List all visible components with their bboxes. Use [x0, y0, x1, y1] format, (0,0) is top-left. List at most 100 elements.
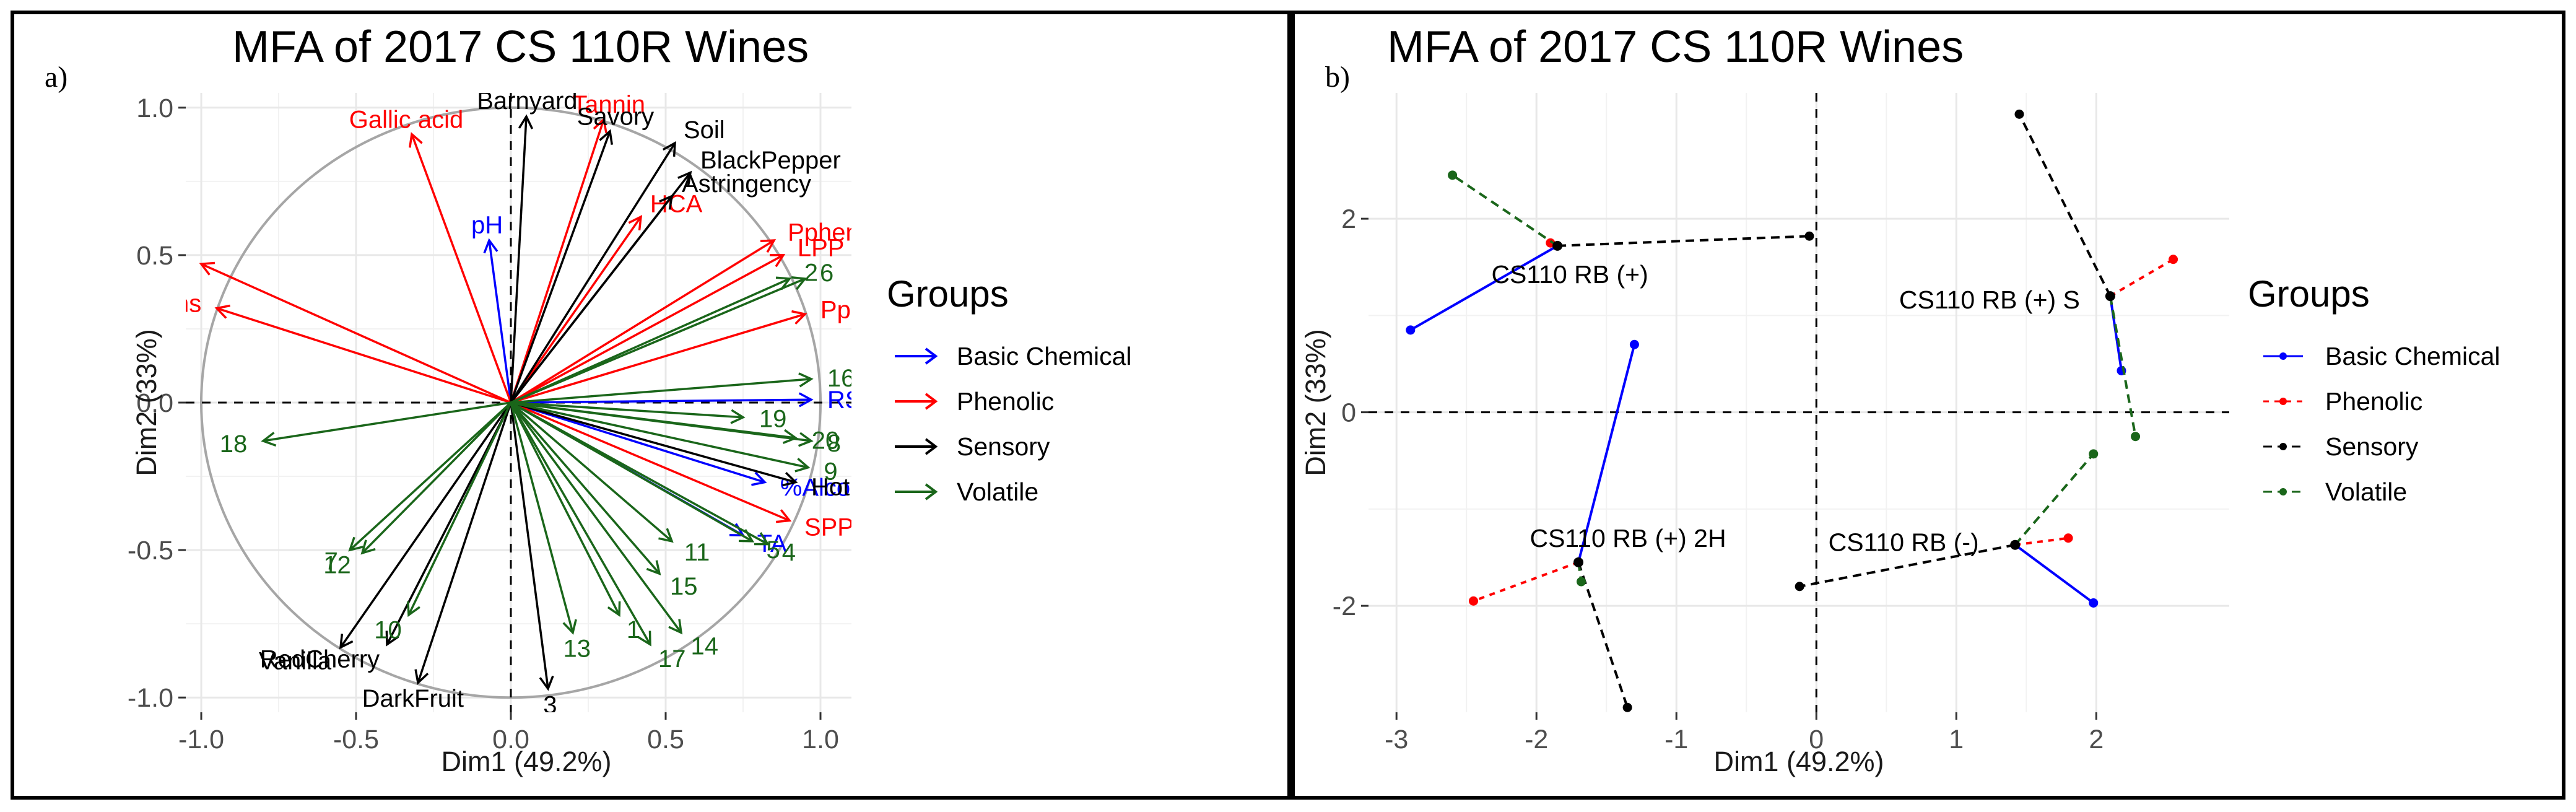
individual-cs110-rb-point-volatile — [1448, 170, 1458, 180]
vector-7-line — [349, 401, 512, 551]
vector-14-line — [510, 401, 682, 634]
vector-1-label: 1 — [627, 616, 640, 644]
vector-blackpepper-arrowhead — [677, 170, 692, 186]
vector-ph-line — [488, 240, 512, 403]
individual-cs110-rb-point-sensory — [1795, 582, 1804, 592]
vector-gallic-acid-label: Gallic acid — [349, 106, 464, 133]
vector-9-arrowhead — [794, 458, 811, 473]
individual-cs110-rb-2h-point-sensory — [1622, 702, 1632, 712]
individual-cs110-rb-label: CS110 RB (+) — [1491, 260, 1648, 289]
individual-cs110-rb-point-phenolic — [2063, 533, 2073, 543]
individual-cs110-rb-point-volatile — [2089, 449, 2099, 459]
panel-b-legend-label-basic-chemical: Basic Chemical — [2325, 342, 2500, 370]
panel-b-ytick-label: -2 — [1333, 592, 1356, 621]
vector-pphen-arrowhead — [760, 239, 777, 253]
vector-ph-label: pH — [471, 211, 503, 238]
vector-6-label: 6 — [820, 260, 833, 287]
panel-a-legend: Groups Basic Chemical Phenolic Sensory Vola… — [887, 273, 1132, 506]
vector-spp-line — [510, 401, 790, 522]
vector-3-arrowhead — [539, 675, 554, 691]
individual-cs110-rb-point-sensory — [1804, 231, 1814, 241]
vector-17-line — [510, 402, 651, 645]
individual-cs110-rb-s-segment-basic-chemical — [2108, 295, 2123, 371]
vector-19-label: 19 — [759, 405, 787, 432]
individual-cs110-rb-segment-volatile — [1451, 174, 1559, 247]
panel-b-border — [1291, 11, 2565, 800]
vector-ph-arrowhead — [483, 238, 498, 254]
individual-cs110-rb-2h-point-phenolic — [1469, 596, 1479, 606]
panel-b-xtick-label: -1 — [1664, 725, 1688, 754]
vector-12-arrowhead — [360, 539, 376, 555]
vector-rs-line — [510, 398, 812, 404]
vector-soil-line — [510, 142, 676, 403]
vector-17-arrowhead — [638, 631, 651, 647]
panel-a-legend-label-phenolic: Phenolic — [957, 387, 1054, 416]
panel-a-legend-label-basic-chemical: Basic Chemical — [957, 342, 1132, 370]
vector-gallic-acid-arrowhead — [409, 132, 423, 148]
vector-7-arrowhead — [348, 536, 363, 552]
vector-anthocyanins-line — [216, 307, 511, 404]
vector-redcherry-arrowhead — [385, 631, 399, 647]
panel-a-xtick-label: 0.0 — [492, 725, 529, 754]
vector-vanilla-label: Vanilla — [259, 648, 332, 675]
panel-a-border — [11, 11, 1291, 800]
vector-11-arrowhead — [658, 528, 674, 543]
vector-vanilla-line — [339, 402, 512, 648]
panel-b-xlabel: Dim1 (49.2%) — [1713, 746, 1884, 777]
vector-16-label: 16 — [827, 365, 855, 392]
panel-a-ytick-label: -1.0 — [128, 683, 173, 713]
panel-b-legend: Groups Basic Chemical Phenolic Sensory Vola… — [2248, 273, 2500, 506]
vector-astringency-label: Astringency — [682, 170, 811, 198]
vector-astringency-arrowhead — [659, 194, 674, 210]
vector-9-label: 9 — [824, 458, 837, 485]
individual-cs110-rb-s-segment-phenolic — [2109, 258, 2174, 297]
panel-a-legend-title: Groups — [887, 273, 1009, 315]
vector-14-arrowhead — [668, 619, 683, 635]
panel-b-legend-label-sensory: Sensory — [2325, 432, 2419, 461]
vector-6-line — [510, 277, 806, 404]
individual-cs110-rb-segment-volatile — [2014, 453, 2095, 546]
individual-cs110-rb-segment-basic-chemical — [2014, 544, 2094, 605]
panel-a-ytick-label: 0.5 — [136, 241, 173, 271]
panel-b-ytick-label: 2 — [1341, 204, 1356, 234]
vector-tannin-label: Tannin — [572, 91, 645, 118]
panel-b-xtick-label: 0 — [1809, 725, 1824, 754]
panel-b-xtick-label: 2 — [2089, 725, 2104, 754]
vector-pphen-label: Pphen — [788, 219, 859, 246]
vector-5-label: 5 — [767, 536, 780, 564]
panel-a-xlabel: Dim1 (49.2%) — [441, 746, 611, 777]
vector-astringency-line — [510, 195, 673, 404]
panel-b: b) MFA of 2017 CS 110R Wines -3 -2 -1 0 1 2 -2… — [1300, 22, 2500, 777]
panel-b-legend-dot-volatile — [2279, 488, 2287, 495]
panel-b-ticks: -3 -2 -1 0 1 2 -2 0 2 — [1333, 204, 2104, 754]
vector-rs-arrowhead — [798, 392, 814, 408]
vector-8-arrowhead — [798, 432, 814, 447]
vector-rs-label: RS — [827, 386, 862, 414]
panel-a-legend-arrowhead-volatile — [925, 483, 938, 500]
panel-b-legend-dot-sensory — [2279, 443, 2287, 450]
vector-6-arrowhead — [791, 276, 807, 290]
vector-13-arrowhead — [562, 619, 577, 635]
panel-b-plot: CS110 RB (+) CS110 RB (+) S CS110 RB (+) 2… — [1368, 93, 2229, 712]
panel-a-ytick-label: 0.0 — [136, 388, 173, 418]
individual-cs110-rb-2h-segment-phenolic — [1473, 561, 1579, 603]
individual-cs110-rb-s-point-sensory — [2014, 109, 2024, 119]
individual-cs110-rb-segment-basic-chemical — [1409, 245, 1559, 331]
vector-barnyard-line — [510, 116, 528, 403]
vector-barnyard-arrowhead — [518, 114, 534, 129]
vector-1-line — [510, 402, 620, 616]
vector-hot-line — [510, 401, 796, 484]
vector-16-line — [510, 378, 812, 404]
individual-cs110-rb-s-segment-volatile — [2108, 295, 2137, 437]
vector-2-arrowhead — [775, 276, 792, 290]
individual-cs110-rb-point-basic-chemical — [1406, 325, 1416, 335]
vector-vanilla-arrowhead — [339, 634, 354, 650]
vector-16-arrowhead — [798, 372, 814, 388]
panel-a-legend-arrowhead-basic-chemical — [925, 347, 938, 365]
individual-cs110-rb-2h-segment-sensory — [1577, 562, 1629, 708]
vector-darkfruit-line — [417, 402, 512, 683]
vector-blackpepper-label: BlackPepper — [700, 147, 841, 174]
vector-hot-label: Hot — [811, 474, 850, 501]
panel-a-xtick-label: 1.0 — [802, 725, 839, 754]
